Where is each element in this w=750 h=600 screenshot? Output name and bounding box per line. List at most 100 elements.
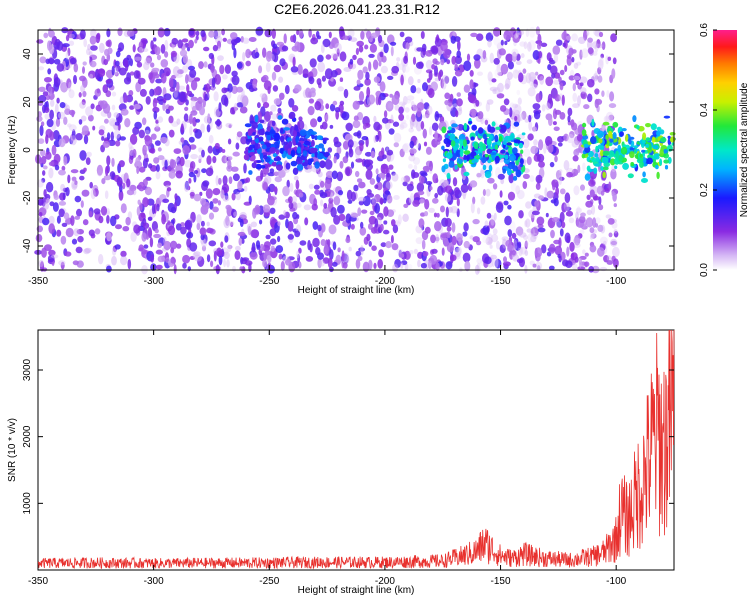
spectrogram-cell bbox=[184, 219, 193, 230]
spectrogram-cell bbox=[144, 136, 153, 147]
spectrogram-cell bbox=[277, 107, 282, 114]
spectrogram-cell bbox=[310, 37, 319, 45]
spectrogram-cell bbox=[190, 96, 199, 102]
spectrogram-cell bbox=[184, 159, 192, 168]
spectrogram-feature-cell bbox=[639, 161, 644, 168]
spectrogram-cell bbox=[380, 197, 384, 205]
spectrogram-cell bbox=[391, 65, 400, 74]
spectrogram-cell bbox=[412, 199, 420, 207]
spectrogram-cell bbox=[80, 200, 84, 208]
spectrogram-cell bbox=[249, 251, 258, 260]
spectrogram-cell bbox=[580, 212, 586, 218]
spectrogram-cell bbox=[527, 41, 532, 52]
spectrogram-cell bbox=[228, 176, 233, 184]
spectrogram-cell bbox=[237, 180, 243, 191]
spectrogram-cell bbox=[513, 239, 518, 250]
spectrogram-cell bbox=[412, 56, 417, 65]
spectrogram-cell bbox=[492, 183, 498, 190]
spectrogram-feature-cell bbox=[251, 121, 258, 130]
spectrogram-cell bbox=[456, 198, 460, 207]
spectrogram-cell bbox=[383, 229, 390, 235]
spectrogram-cell bbox=[155, 249, 163, 255]
spectrogram-cell bbox=[370, 227, 378, 234]
spectrogram-feature-cell bbox=[442, 148, 450, 152]
spectrogram-cell bbox=[579, 76, 588, 84]
spectrogram-cell bbox=[210, 260, 214, 268]
spectrogram-cell bbox=[413, 164, 418, 171]
spectrogram-feature-cell bbox=[490, 152, 497, 156]
spectrogram-feature-cell bbox=[488, 164, 493, 172]
spectrogram-feature-cell bbox=[482, 164, 487, 171]
spectrogram-cell bbox=[295, 189, 303, 198]
spectrogram-feature-cell bbox=[630, 162, 635, 167]
spectrogram-cell bbox=[39, 125, 44, 137]
spectrogram-cell bbox=[569, 241, 575, 252]
x-tick-label: -100 bbox=[606, 576, 626, 587]
spectrogram-cell bbox=[42, 104, 46, 114]
spectrogram-cell bbox=[211, 77, 216, 88]
spectrogram-cell bbox=[202, 180, 210, 187]
spectrogram-cell bbox=[177, 69, 184, 75]
spectrogram-cell bbox=[240, 94, 248, 103]
spectrogram-cell bbox=[566, 56, 572, 66]
spectrogram-cell bbox=[179, 49, 188, 57]
spectrogram-feature-cell bbox=[489, 134, 493, 140]
spectrogram-cell bbox=[591, 43, 595, 48]
spectrogram-cell bbox=[505, 78, 511, 89]
spectrogram-feature-cell bbox=[602, 150, 610, 156]
spectrogram-cell bbox=[151, 67, 160, 73]
spectrogram-cell bbox=[553, 53, 559, 63]
spectrogram-cell bbox=[429, 160, 433, 172]
spectrogram-cell bbox=[88, 70, 96, 79]
spectrogram-cell bbox=[45, 181, 54, 193]
spectrogram-cell bbox=[124, 118, 131, 128]
spectrogram-cell bbox=[189, 29, 195, 36]
spectrogram-cell bbox=[203, 61, 208, 68]
spectrogram-cell bbox=[608, 114, 615, 121]
spectrogram-cell bbox=[425, 181, 433, 185]
spectrogram-cell bbox=[100, 206, 108, 216]
spectrogram-cell bbox=[350, 223, 355, 230]
spectrogram-feature-cell bbox=[292, 167, 299, 175]
spectrogram-cell bbox=[456, 98, 463, 107]
spectrogram-cell bbox=[558, 237, 562, 248]
spectrogram-cell bbox=[83, 248, 91, 255]
spectrogram-cell bbox=[113, 125, 119, 131]
spectrogram-cell bbox=[404, 107, 410, 113]
spectrogram-cell bbox=[339, 51, 347, 62]
spectrogram-cell bbox=[188, 39, 194, 49]
spectrogram-cell bbox=[252, 78, 257, 89]
spectrogram-cell bbox=[325, 170, 334, 178]
spectrogram-cell bbox=[545, 76, 554, 87]
spectrogram-cell bbox=[325, 54, 332, 60]
spectrogram-cell bbox=[507, 229, 513, 238]
spectrogram-cell bbox=[200, 220, 205, 227]
spectrogram-cell bbox=[411, 104, 418, 112]
spectrogram-cell bbox=[524, 250, 529, 256]
spectrogram-cell bbox=[111, 65, 115, 76]
spectrogram-cell bbox=[209, 120, 213, 130]
spectrogram-cell bbox=[482, 225, 490, 236]
spectrogram-cell bbox=[79, 150, 87, 161]
spectrogram-cell bbox=[607, 56, 612, 61]
spectrogram-cell bbox=[142, 144, 147, 156]
spectrogram-cell bbox=[406, 197, 412, 206]
spectrogram-cell bbox=[105, 166, 109, 176]
spectrogram-cell bbox=[494, 258, 502, 269]
spectrogram-cell bbox=[524, 118, 530, 123]
spectrogram-cell bbox=[201, 168, 207, 174]
spectrogram-cell bbox=[569, 131, 575, 139]
spectrogram-cell bbox=[511, 250, 516, 256]
spectrogram-cell bbox=[65, 51, 69, 60]
spectrogram-cell bbox=[208, 30, 215, 38]
spectrogram-feature-cell bbox=[454, 164, 458, 170]
spectrogram-cell bbox=[142, 197, 149, 208]
spectrogram-cell bbox=[281, 45, 289, 52]
spectrogram-cell bbox=[535, 93, 542, 103]
spectrogram-cell bbox=[298, 28, 304, 39]
spectrogram-cell bbox=[428, 207, 435, 213]
spectrogram-cell bbox=[120, 250, 127, 258]
spectrogram-cell bbox=[410, 85, 417, 94]
spectrogram-cell bbox=[429, 186, 433, 191]
spectrogram-cell bbox=[167, 225, 176, 236]
